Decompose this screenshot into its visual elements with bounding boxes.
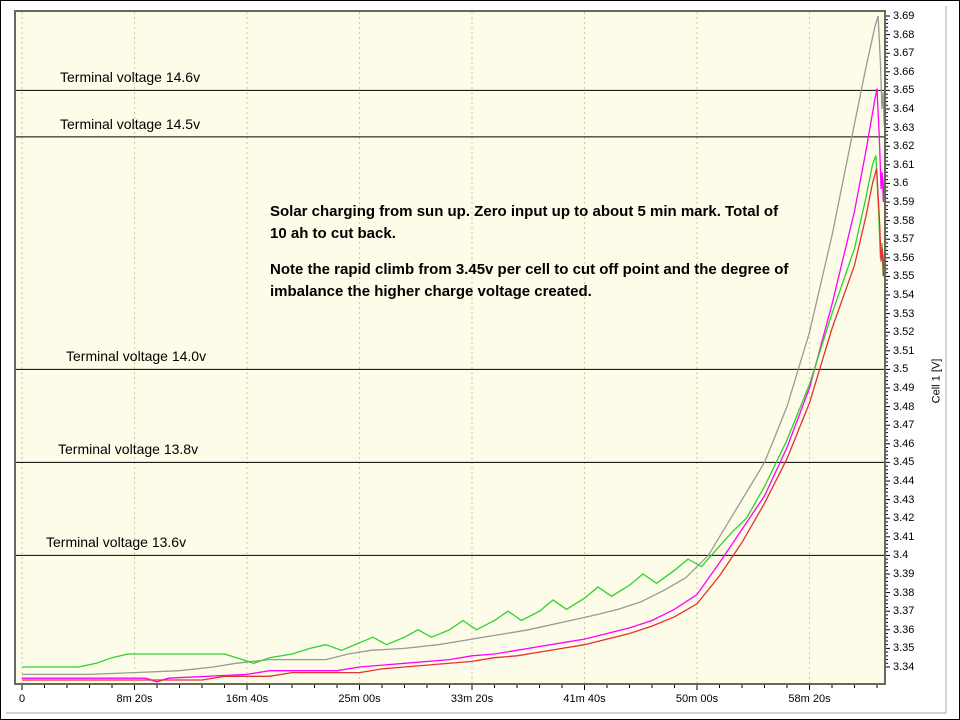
y-tick-label: 3.44 bbox=[893, 475, 915, 487]
x-tick-label: 25m 00s bbox=[338, 693, 381, 705]
y-tick-label: 3.56 bbox=[893, 251, 915, 264]
y-tick-label: 3.67 bbox=[893, 47, 915, 60]
y-tick-label: 3.64 bbox=[893, 103, 915, 115]
y-tick-label: 3.4 bbox=[893, 549, 909, 562]
y-tick-label: 3.5 bbox=[893, 363, 909, 376]
x-tick-label: 0 bbox=[18, 693, 26, 705]
y-tick-label: 3.43 bbox=[893, 493, 915, 506]
terminal-voltage-label: Terminal voltage 13.6v bbox=[46, 534, 187, 551]
y-tick-label: 3.48 bbox=[893, 400, 915, 413]
y-tick-label: 3.65 bbox=[893, 84, 915, 97]
y-tick-label: 3.38 bbox=[893, 586, 915, 599]
y-axis-title: Cell 1 [V] bbox=[930, 358, 943, 404]
y-tick-label: 3.45 bbox=[893, 456, 915, 469]
x-tick-label: 16m 40s bbox=[225, 693, 269, 705]
y-tick-label: 3.62 bbox=[893, 140, 915, 153]
x-tick-label: 41m 40s bbox=[563, 693, 606, 705]
y-tick-label: 3.68 bbox=[893, 28, 915, 41]
y-tick-label: 3.55 bbox=[893, 270, 915, 283]
terminal-voltage-label: Terminal voltage 13.8v bbox=[58, 441, 199, 458]
y-tick-label: 3.58 bbox=[893, 214, 915, 227]
chart-notes: Solar charging from sun up. Zero input u… bbox=[270, 201, 790, 317]
y-tick-label: 3.41 bbox=[893, 530, 915, 543]
y-tick-label: 3.51 bbox=[893, 344, 915, 357]
y-tick-label: 3.61 bbox=[893, 158, 915, 171]
y-tick-label: 3.46 bbox=[893, 437, 915, 450]
y-tick-label: 3.69 bbox=[893, 10, 915, 22]
y-tick-label: 3.37 bbox=[893, 605, 915, 618]
x-tick-label: 50m 00s bbox=[675, 693, 719, 705]
y-tick-label: 3.42 bbox=[893, 512, 915, 525]
y-tick-label: 3.59 bbox=[893, 196, 915, 208]
y-tick-label: 3.66 bbox=[893, 65, 915, 78]
note-paragraph: Solar charging from sun up. Zero input u… bbox=[270, 203, 779, 242]
y-tick-label: 3.53 bbox=[893, 307, 915, 320]
y-tick-label: 3.52 bbox=[893, 326, 915, 339]
terminal-voltage-label: Terminal voltage 14.5v bbox=[60, 115, 201, 132]
y-tick-label: 3.54 bbox=[893, 289, 915, 301]
terminal-voltage-label: Terminal voltage 14.6v bbox=[60, 69, 201, 86]
x-tick-label: 8m 20s bbox=[116, 693, 153, 705]
y-tick-label: 3.35 bbox=[893, 642, 915, 655]
y-tick-label: 3.57 bbox=[893, 233, 915, 246]
note-paragraph: Note the rapid climb from 3.45v per cell… bbox=[270, 261, 789, 300]
terminal-voltage-label: Terminal voltage 14.0v bbox=[66, 348, 207, 365]
x-tick-label: 58m 20s bbox=[788, 693, 831, 705]
x-tick-label: 33m 20s bbox=[450, 693, 494, 705]
y-tick-label: 3.63 bbox=[893, 121, 915, 134]
y-tick-label: 3.36 bbox=[893, 623, 915, 636]
y-tick-label: 3.47 bbox=[893, 419, 915, 432]
y-tick-label: 3.49 bbox=[893, 382, 915, 394]
y-tick-label: 3.34 bbox=[893, 661, 915, 673]
y-tick-label: 3.39 bbox=[893, 568, 915, 580]
y-tick-label: 3.6 bbox=[893, 177, 909, 190]
